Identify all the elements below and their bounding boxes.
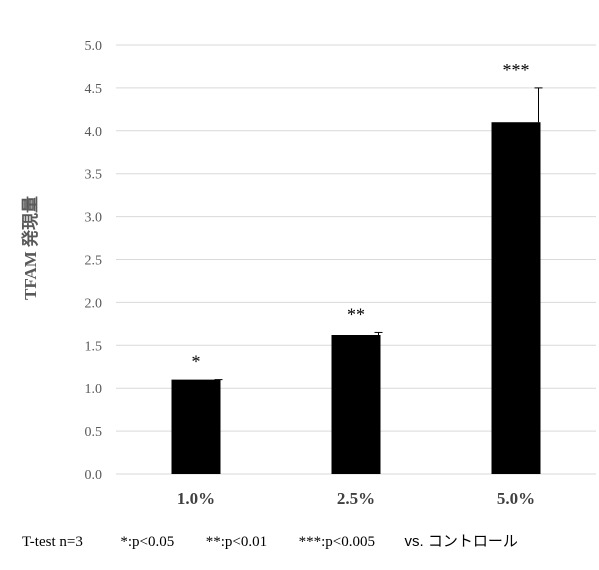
footnote-vs: vs. コントロール [404,533,518,550]
y-tick-label: 4.5 [85,82,103,97]
footnote-p2: **:p<0.01 [205,534,268,550]
y-tick-label: 2.0 [85,296,103,311]
y-axis-label: TFAM 発現量 [20,196,40,300]
error-bars [214,87,543,381]
footnote-p1: *:p<0.05 [120,534,175,550]
bar [491,122,541,474]
y-tick-label: 2.5 [85,254,103,269]
y-tick-label: 5.0 [85,39,103,54]
bar [171,379,221,474]
bar [331,335,381,474]
y-tick-label: 0.5 [85,425,103,440]
significance-label: *** [503,60,530,80]
significance-label: * [192,352,201,372]
y-tick-label: 0.0 [85,468,103,483]
footnote: T-test n=3 *:p<0.05 **:p<0.01 ***:p<0.00… [22,530,518,551]
significance-markers: ****** [192,60,530,372]
x-tick-label: 5.0% [497,489,535,508]
bars [171,122,541,474]
x-tick-label: 2.5% [337,489,375,508]
y-tick-label: 3.5 [85,168,103,183]
x-tick-labels: 1.0% 2.5% 5.0% [177,489,535,508]
y-tick-label: 3.0 [85,211,103,226]
x-tick-label: 1.0% [177,489,215,508]
footnote-test: T-test n=3 [22,534,83,550]
y-tick-labels: 0.0 0.5 1.0 1.5 2.0 2.5 3.0 3.5 4.0 4.5 5.0 [85,39,103,483]
significance-label: ** [347,304,365,324]
chart: 0.00.51.01.52.02.53.03.54.04.55.0 ******… [20,39,596,508]
y-tick-label: 1.5 [85,339,103,354]
y-tick-label: 1.0 [85,382,103,397]
footnote-p3: ***:p<0.005 [298,534,375,550]
y-tick-label: 4.0 [85,125,103,140]
